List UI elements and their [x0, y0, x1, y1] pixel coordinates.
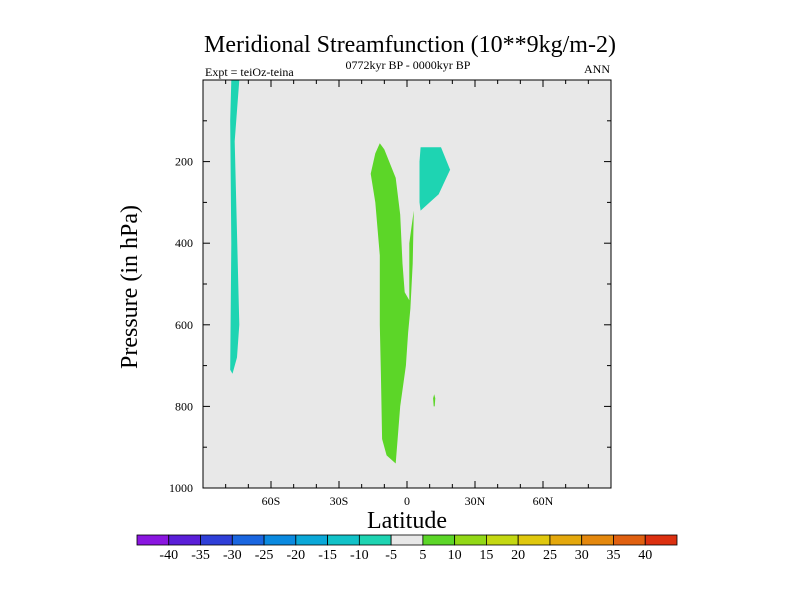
colorbar-label: 20	[511, 548, 525, 563]
colorbar-label: -35	[191, 548, 210, 563]
season-label: ANN	[584, 62, 610, 76]
contour-region-negative-high-lat-south	[230, 80, 240, 374]
x-tick-label: 30S	[330, 494, 349, 508]
x-tick-label: 60N	[533, 494, 554, 508]
colorbar-label: 40	[638, 548, 652, 563]
plot-background	[203, 80, 611, 488]
colorbar-label: 5	[419, 548, 426, 563]
colorbar-label: 10	[448, 548, 462, 563]
x-tick-label: 0	[404, 494, 410, 508]
y-tick-label: 400	[175, 236, 193, 250]
colorbar-swatch	[327, 534, 360, 546]
y-tick-label: 200	[175, 155, 193, 169]
colorbar-swatch	[422, 534, 456, 546]
x-axis-label: Latitude	[367, 508, 447, 534]
colorbar-swatch	[263, 534, 297, 546]
chart-title: Meridional Streamfunction (10**9kg/m-2)	[204, 32, 616, 58]
colorbar-swatch	[581, 534, 614, 546]
experiment-label: Expt = teiOz-teina	[205, 65, 294, 79]
colorbar-swatch	[168, 534, 201, 546]
colorbar-label: -5	[385, 548, 397, 563]
colorbar-label: -25	[255, 548, 274, 563]
colorbar-swatch	[136, 534, 170, 546]
colorbar-label: -30	[223, 548, 242, 563]
contour-region-negative-northern-tropics	[419, 147, 451, 211]
colorbar-swatch	[231, 534, 265, 546]
colorbar-swatch	[390, 534, 424, 546]
contour-region-positive-equatorial	[370, 143, 414, 464]
colorbar-label: -10	[350, 548, 369, 563]
colorbar-label: -15	[318, 548, 337, 563]
colorbar-label: -40	[159, 548, 178, 563]
colorbar-label: 35	[606, 548, 620, 563]
y-tick-label: 800	[175, 399, 193, 413]
y-tick-label: 600	[175, 318, 193, 332]
colorbar-swatch	[358, 534, 392, 546]
y-axis-ticks: 200 400 600 800 1000	[169, 120, 611, 495]
colorbar-swatch	[549, 534, 583, 546]
x-tick-label: 30N	[465, 494, 486, 508]
colorbar-label: 30	[575, 548, 589, 563]
colorbar-swatch	[454, 534, 487, 546]
colorbar-label: 25	[543, 548, 557, 563]
x-axis-ticks: 60S 30S 0 30N 60N	[225, 80, 589, 508]
colorbar: -40 -35 -30 -25 -20 -15 -10 -5 5 10 15 20 25 30 35 40	[136, 534, 678, 563]
colorbar-swatch	[200, 534, 233, 546]
colorbar-swatch	[644, 534, 678, 546]
x-tick-label: 60S	[262, 494, 281, 508]
colorbar-swatch	[295, 534, 328, 546]
y-axis-label: Pressure (in hPa)	[117, 205, 143, 369]
colorbar-swatch	[613, 534, 646, 546]
colorbar-label: 15	[479, 548, 493, 563]
contour-region-positive-small-spot	[433, 394, 436, 407]
colorbar-swatch	[486, 534, 519, 546]
colorbar-swatch	[517, 534, 551, 546]
time-range-label: 0772kyr BP - 0000kyr BP	[346, 58, 471, 72]
colorbar-label: -20	[286, 548, 305, 563]
contour-regions	[230, 80, 451, 464]
y-tick-label: 1000	[169, 481, 193, 495]
